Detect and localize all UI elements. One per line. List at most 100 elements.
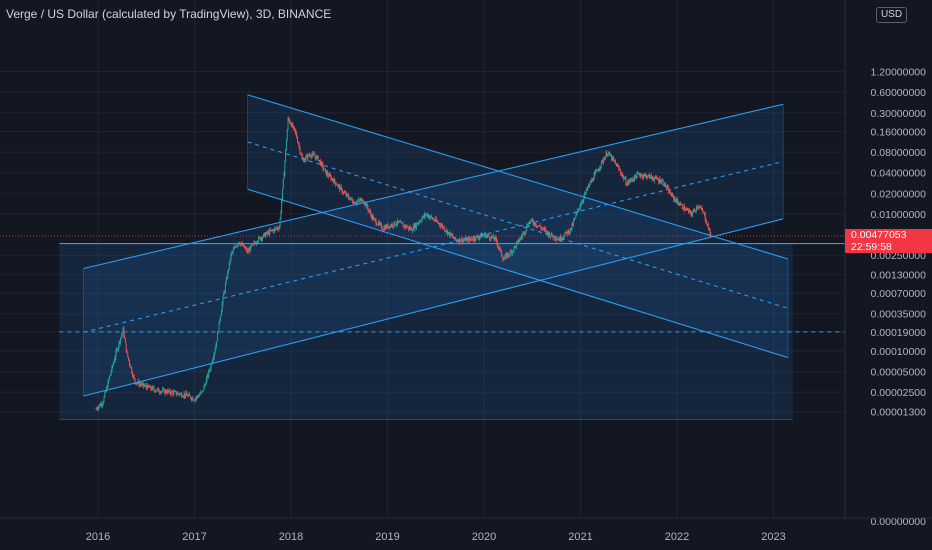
candle-body [658,178,660,182]
candle [108,378,110,384]
candle [178,393,180,397]
candle [665,181,667,189]
candle-body [665,182,667,188]
candle-body [333,179,335,183]
candle [629,178,631,184]
candle-body [705,219,707,223]
candle [613,157,615,163]
candle [606,150,608,157]
candle-body [568,230,570,234]
candle [685,206,687,211]
candle-body [339,185,341,190]
candle [508,252,510,259]
candle-body [139,383,141,386]
candlestick-series [95,116,712,412]
candle-body [703,212,705,213]
candle [351,197,352,201]
candle-body [550,236,551,238]
rising-channel-upper-line[interactable] [83,103,784,270]
candle-body [105,387,107,392]
candle [595,169,597,174]
candle-body [134,378,136,383]
falling-channel-upper-line[interactable] [247,94,789,260]
candle [149,384,151,388]
candle [209,369,210,374]
candle [688,208,690,214]
candle [397,220,399,224]
candle [358,196,360,202]
candle [500,249,502,257]
candle [575,212,577,218]
candle [592,176,594,182]
candle-body [214,349,216,353]
candle [338,183,340,189]
candle [267,229,269,236]
candle [374,218,376,223]
candle-body [178,393,180,395]
candle-body [152,386,154,388]
candle-body [97,406,99,409]
candle-body [172,392,174,395]
candle [167,388,168,395]
currency-button[interactable]: USD [876,7,907,23]
candle [235,245,237,248]
candle-body [588,184,590,186]
candle [478,234,480,242]
candle-body [684,209,686,211]
candle [684,203,686,213]
price-tick-label: 0.08000000 [871,147,927,159]
candle [98,404,100,409]
candle [326,170,328,178]
candle-body [216,332,218,342]
candle-body [343,192,344,193]
candle-body [577,209,578,213]
candle [455,239,457,242]
candle [113,361,114,366]
price-axis[interactable]: 1.20000000 0.60000000 0.30000000 0.16000000… [844,0,927,528]
candle [443,225,445,232]
candle-body [189,394,191,396]
candle-body [278,228,279,230]
candle-body [367,207,369,211]
candle [661,178,663,185]
candle-body [117,349,118,351]
candle [386,223,388,229]
candle-body [692,209,694,213]
time-axis[interactable]: 2016 2017 2018 2019 2020 2021 2022 2023 [0,517,932,543]
candle-body [642,174,644,178]
candle [203,385,205,391]
candle [424,213,426,219]
candle-body [679,204,681,206]
candle [345,190,347,197]
candle-body [444,230,446,232]
candle-body [531,219,532,221]
price-tick-label: 0.00035000 [871,309,927,321]
candle [323,165,325,172]
candle [315,156,317,161]
rising-channel-lower-line[interactable] [83,218,784,397]
candle-body [558,239,559,240]
candle [278,224,280,231]
candle [585,188,587,195]
candle-body [391,223,393,227]
candle-body [143,382,145,386]
candle [325,169,327,176]
candle-body [312,153,314,155]
candle-body [378,221,380,224]
drawing-lines[interactable] [59,94,845,420]
candle-body [557,239,559,240]
candle-body [271,229,273,231]
falling-channel-lower-line[interactable] [247,188,789,359]
candle-body [669,190,671,195]
candle-body [350,197,352,199]
candle-body [359,200,361,201]
candle [175,391,177,396]
candle-body [424,214,426,216]
candle [568,228,570,236]
candle-body [504,257,505,260]
candle-body [646,175,647,179]
falling-channel-mid-line[interactable] [247,141,789,309]
candle [708,227,710,231]
candle-body [519,239,521,242]
